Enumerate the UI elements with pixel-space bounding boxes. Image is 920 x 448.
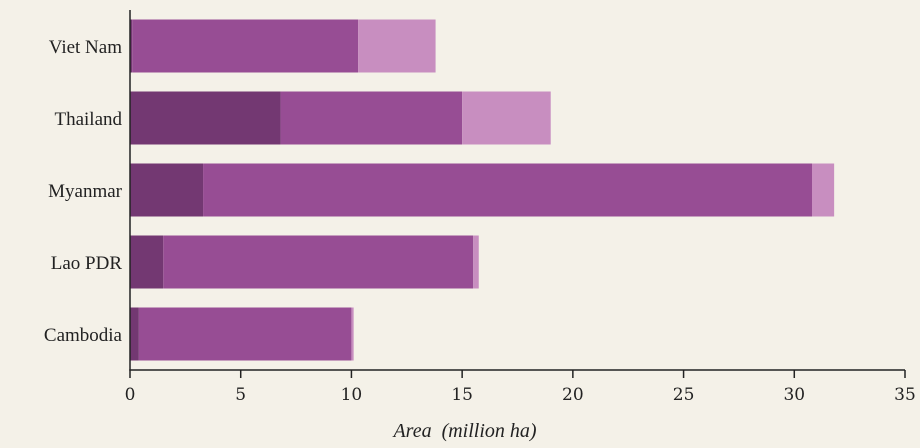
x-tick-label: 0: [125, 385, 136, 405]
x-axis-ticks: 0 5 10 15 20 25 30 35: [125, 370, 916, 405]
category-label: Lao PDR: [51, 253, 123, 274]
x-tick-label: 10: [341, 385, 363, 405]
bar-segment-viet-nam-3: [358, 19, 436, 73]
bar-segment-viet-nam-2: [132, 19, 359, 73]
bar-segment-thailand-1: [130, 91, 281, 145]
bar-segment-thailand-3: [462, 91, 551, 145]
category-label: Thailand: [54, 109, 122, 130]
category-label: Myanmar: [48, 181, 123, 202]
bar-segment-thailand-2: [280, 91, 463, 145]
x-tick-label: 20: [562, 385, 584, 405]
category-label: Viet Nam: [49, 37, 122, 58]
y-axis-category-labels: Viet Nam Thailand Myanmar Lao PDR Cambodia: [44, 37, 123, 346]
x-tick-label: 35: [894, 385, 916, 405]
bar-segment-viet-nam-1: [130, 19, 133, 73]
x-tick-label: 30: [783, 385, 805, 405]
bar-segment-cambodia-2: [138, 307, 352, 361]
x-tick-label: 5: [235, 385, 246, 405]
bar-segment-lao-pdr-3: [473, 235, 479, 289]
bar-segment-lao-pdr-1: [130, 235, 164, 289]
category-label: Cambodia: [44, 325, 123, 346]
bars-group: [130, 19, 835, 361]
bar-segment-lao-pdr-2: [163, 235, 474, 289]
x-tick-label: 15: [451, 385, 473, 405]
x-axis-title: Area (million ha): [391, 420, 536, 442]
bar-segment-cambodia-1: [130, 307, 139, 361]
x-tick-label: 25: [673, 385, 695, 405]
bar-segment-myanmar-2: [203, 163, 813, 217]
bar-segment-cambodia-3: [351, 307, 354, 361]
bar-segment-myanmar-1: [130, 163, 204, 217]
bar-segment-myanmar-3: [812, 163, 835, 217]
